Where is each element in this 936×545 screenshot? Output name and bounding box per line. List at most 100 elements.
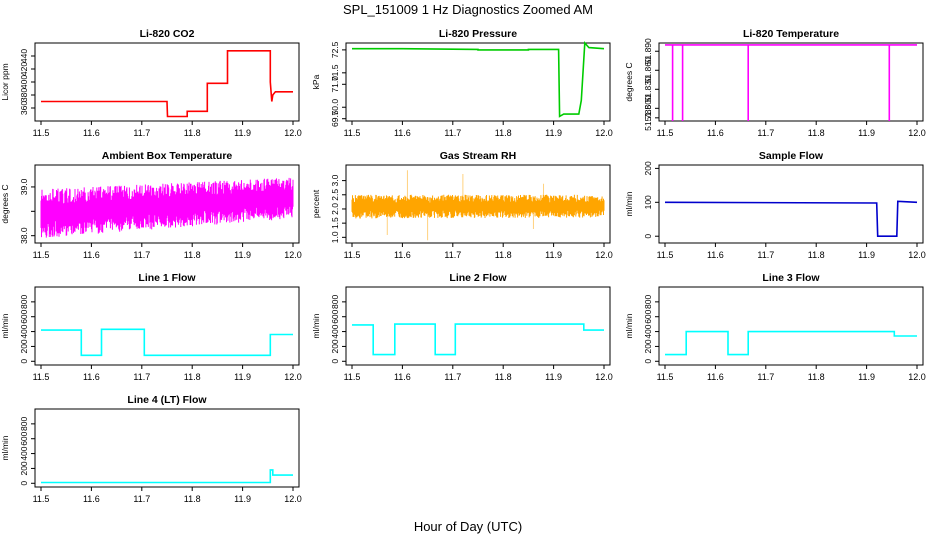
y-axis-label: kPa xyxy=(311,74,321,89)
x-tick-label: 11.7 xyxy=(133,372,150,382)
x-tick-label: 12.0 xyxy=(595,250,613,260)
x-tick-label: 11.9 xyxy=(858,372,875,382)
x-tick-label: 12.0 xyxy=(284,372,302,382)
x-tick-label: 11.9 xyxy=(545,372,562,382)
chart-panel: Sample Flow ml/min 11.5 11.6 11.7 11.8 11.9 12.… xyxy=(624,150,926,260)
x-tick-label: 11.6 xyxy=(707,372,724,382)
y-tick-label: 71.0 xyxy=(330,76,340,93)
y-tick-label: 51.860 xyxy=(643,57,653,83)
x-tick-label: 11.6 xyxy=(707,250,724,260)
y-tick-label: 71.5 xyxy=(330,64,340,81)
plot-frame xyxy=(345,42,611,122)
panels-group: Li-820 CO2 Licor ppm 11.5 11.6 11.7 11.8 11.9 1… xyxy=(0,28,926,504)
y-axis-label: percent xyxy=(311,189,321,218)
y-tick-label: 51.890 xyxy=(643,38,653,64)
y-axis-label: ml/min xyxy=(624,191,634,216)
y-tick-label: 0 xyxy=(19,359,29,364)
y-axis-label: ml/min xyxy=(311,313,321,338)
x-tick-label: 11.5 xyxy=(33,250,50,260)
data-series-line xyxy=(352,323,604,356)
y-tick-label: 800 xyxy=(19,294,29,308)
x-tick-label: 11.9 xyxy=(545,250,562,260)
y-tick-label: 380 xyxy=(19,88,29,102)
y-tick-label: 440 xyxy=(19,49,29,63)
data-series-line xyxy=(352,41,605,118)
x-tick-label: 11.8 xyxy=(184,372,201,382)
y-tick-label: 400 xyxy=(330,324,340,338)
panel-title: Li-820 CO2 xyxy=(140,28,195,40)
plot-frame xyxy=(34,286,300,366)
chart-panel: Ambient Box Temperature degrees C 11.5 11.6… xyxy=(0,150,302,260)
panel-title: Line 3 Flow xyxy=(762,272,820,284)
y-tick-label: 51.800 xyxy=(643,95,653,121)
x-tick-label: 12.0 xyxy=(908,250,926,260)
y-tick-label: 800 xyxy=(330,294,340,308)
x-tick-label: 11.5 xyxy=(33,128,50,138)
x-tick-label: 11.9 xyxy=(545,128,562,138)
y-tick-label: 600 xyxy=(19,431,29,445)
x-tick-label: 11.9 xyxy=(858,250,875,260)
y-tick-label: 69.5 xyxy=(330,110,340,127)
y-tick-label: 1.5 xyxy=(330,217,340,229)
chart-panel: Li-820 CO2 Licor ppm 11.5 11.6 11.7 11.8 11.9 1… xyxy=(0,28,302,138)
x-tick-label: 12.0 xyxy=(908,372,926,382)
x-tick-label: 11.7 xyxy=(133,250,150,260)
chart-panel: Line 2 Flow ml/min 11.5 11.6 11.7 11.8 11.9 12.… xyxy=(311,272,613,382)
x-tick-label: 11.6 xyxy=(394,372,411,382)
x-tick-label: 11.6 xyxy=(83,494,100,504)
y-tick-label: 1.0 xyxy=(330,231,340,243)
x-tick-label: 11.5 xyxy=(344,372,361,382)
x-tick-label: 11.8 xyxy=(808,250,825,260)
y-axis-label: Licor ppm xyxy=(0,63,10,100)
x-tick-label: 11.6 xyxy=(83,128,100,138)
plot-frame xyxy=(345,164,611,244)
y-tick-label: 51.785 xyxy=(643,105,653,131)
x-tick-label: 11.8 xyxy=(184,128,201,138)
y-axis-label: ml/min xyxy=(0,313,10,338)
x-tick-label: 11.6 xyxy=(394,250,411,260)
y-tick-label: 72.5 xyxy=(330,41,340,58)
y-tick-label: 51.830 xyxy=(643,76,653,102)
chart-panel: Line 1 Flow ml/min 11.5 11.6 11.7 11.8 11.9 12.… xyxy=(0,272,302,382)
y-tick-label: 100 xyxy=(643,195,653,209)
x-tick-label: 12.0 xyxy=(595,128,613,138)
x-tick-label: 11.7 xyxy=(133,494,150,504)
x-tick-label: 11.8 xyxy=(184,250,201,260)
y-tick-label: 800 xyxy=(19,416,29,430)
x-tick-label: 11.8 xyxy=(808,128,825,138)
x-tick-label: 11.8 xyxy=(495,372,512,382)
panel-title: Gas Stream RH xyxy=(440,150,516,162)
x-tick-label: 12.0 xyxy=(595,372,613,382)
x-tick-label: 11.7 xyxy=(757,372,774,382)
x-tick-label: 11.5 xyxy=(344,250,361,260)
plot-frame xyxy=(34,408,300,488)
y-tick-label: 400 xyxy=(643,324,653,338)
x-tick-label: 11.7 xyxy=(133,128,150,138)
y-tick-label: 38.0 xyxy=(19,227,29,244)
x-tick-label: 11.5 xyxy=(657,128,674,138)
plot-frame xyxy=(658,42,924,122)
y-tick-label: 600 xyxy=(330,309,340,323)
x-tick-label: 11.6 xyxy=(83,372,100,382)
y-tick-label: 0 xyxy=(330,359,340,364)
chart-panel: Li-820 Pressure kPa 11.5 11.6 11.7 11.8 11.9 12… xyxy=(311,28,613,138)
panel-title: Ambient Box Temperature xyxy=(102,150,233,162)
data-series-line xyxy=(41,49,293,118)
y-tick-label: 39.0 xyxy=(19,178,29,195)
plot-frame xyxy=(658,286,924,366)
chart-panel: Line 4 (LT) Flow ml/min 11.5 11.6 11.7 11.8 11… xyxy=(0,394,302,504)
y-axis-label: ml/min xyxy=(624,313,634,338)
panel-title: Li-820 Pressure xyxy=(439,28,517,40)
y-tick-label: 200 xyxy=(330,339,340,353)
y-tick-label: 3.0 xyxy=(330,174,340,186)
x-tick-label: 11.5 xyxy=(344,128,361,138)
x-tick-label: 11.5 xyxy=(657,372,674,382)
y-tick-label: 0 xyxy=(643,359,653,364)
panel-title: Line 2 Flow xyxy=(449,272,507,284)
panel-title: Sample Flow xyxy=(759,150,824,162)
y-tick-label: 400 xyxy=(19,324,29,338)
data-band xyxy=(351,194,605,219)
y-tick-label: 600 xyxy=(19,309,29,323)
x-tick-label: 12.0 xyxy=(284,494,302,504)
